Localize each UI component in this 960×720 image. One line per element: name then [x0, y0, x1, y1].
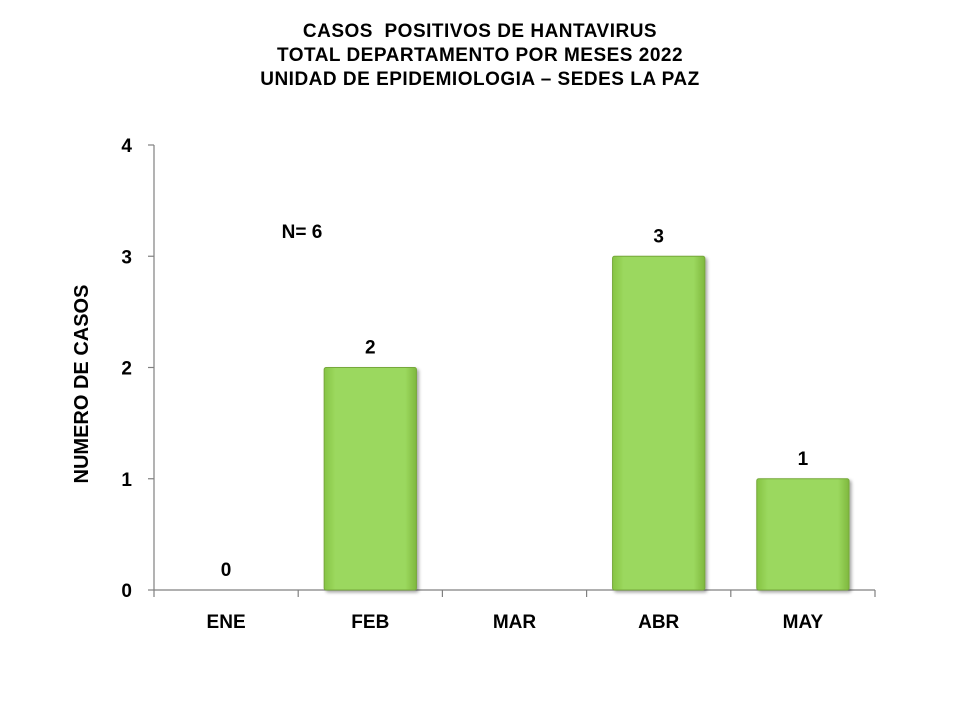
bar-value-label: 2 — [365, 338, 376, 359]
y-tick-label: 0 — [121, 581, 132, 602]
y-tick-label: 2 — [121, 359, 132, 380]
bars — [323, 255, 850, 591]
bar — [612, 255, 706, 591]
bar — [323, 367, 417, 591]
bar — [756, 478, 850, 591]
x-tick-label: FEB — [351, 612, 389, 633]
x-axis: ENE FEB MAR ABR MAY — [153, 589, 876, 633]
title-line-3: UNIDAD DE EPIDEMIOLOGIA – SEDES LA PAZ — [260, 69, 700, 90]
y-tick-label: 3 — [121, 247, 132, 268]
sample-size-annotation: N= 6 — [282, 222, 323, 243]
chart-title: CASOS POSITIVOS DE HANTAVIRUS TOTAL DEPA… — [0, 20, 960, 92]
y-axis: 0 1 2 3 4 — [121, 136, 155, 602]
title-line-2: TOTAL DEPARTAMENTO POR MESES 2022 — [276, 45, 684, 66]
y-tick-label: 4 — [121, 136, 132, 157]
x-tick-label: MAR — [493, 612, 537, 633]
bar-value-label: 0 — [221, 560, 232, 581]
y-tick-label: 1 — [121, 470, 132, 491]
data-labels: 0 2 3 1 — [221, 226, 809, 581]
bar-value-label: 1 — [798, 449, 809, 470]
x-tick-label: MAY — [783, 612, 824, 633]
bar-value-label: 3 — [653, 226, 664, 247]
x-tick-label: ABR — [638, 612, 679, 633]
title-line-1: CASOS POSITIVOS DE HANTAVIRUS — [302, 21, 658, 42]
y-axis-label: NUMERO DE CASOS — [71, 285, 93, 484]
x-tick-label: ENE — [207, 612, 246, 633]
